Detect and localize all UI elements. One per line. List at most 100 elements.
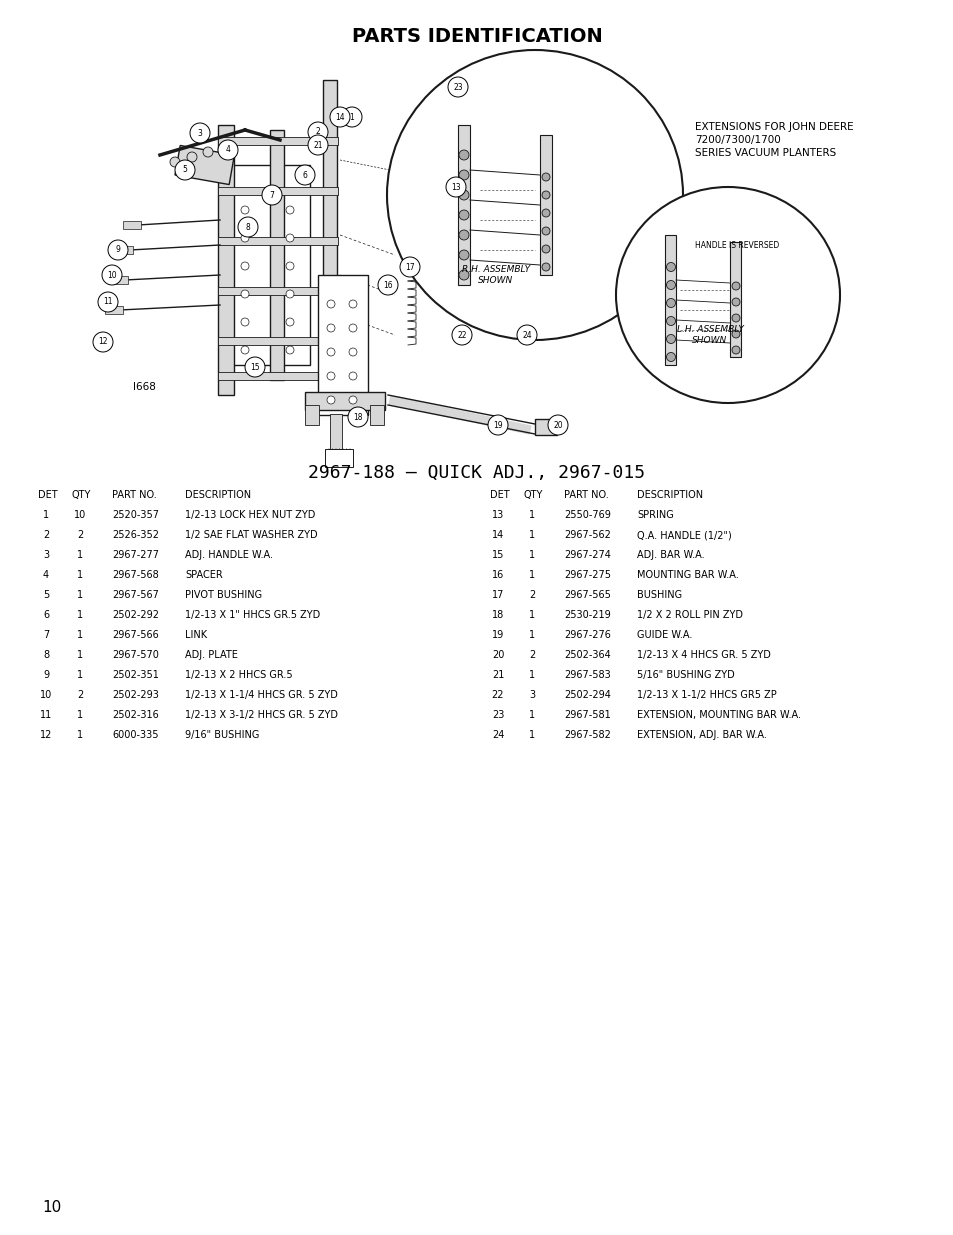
Text: 2967-277: 2967-277 [112, 550, 159, 559]
Text: 1: 1 [77, 630, 83, 640]
Bar [105, 306, 123, 314]
Text: 24: 24 [521, 331, 531, 340]
Text: 2967-565: 2967-565 [563, 590, 610, 600]
Text: LINK: LINK [185, 630, 207, 640]
Text: 2: 2 [528, 650, 535, 659]
Circle shape [98, 291, 118, 312]
Circle shape [308, 122, 328, 142]
Text: 2502-351: 2502-351 [112, 671, 159, 680]
Text: 20: 20 [492, 650, 503, 659]
Bar [305, 391, 385, 410]
Text: 2967-188 – QUICK ADJ., 2967-015: 2967-188 – QUICK ADJ., 2967-015 [308, 464, 645, 482]
Bar [123, 221, 141, 228]
Bar [230, 165, 310, 366]
Circle shape [349, 324, 356, 332]
Text: PARTS IDENTIFICATION: PARTS IDENTIFICATION [352, 27, 601, 47]
Text: 2530-219: 2530-219 [563, 610, 610, 620]
Text: 15: 15 [492, 550, 503, 559]
Text: ADJ. BAR W.A.: ADJ. BAR W.A. [637, 550, 704, 559]
Circle shape [541, 191, 550, 199]
Text: 2502-294: 2502-294 [563, 690, 610, 700]
Text: 21: 21 [492, 671, 503, 680]
Text: L.H. ASSEMBLY
SHOWN: L.H. ASSEMBLY SHOWN [676, 325, 742, 345]
Circle shape [666, 335, 675, 343]
Text: 18: 18 [492, 610, 503, 620]
Text: HANDLE IS REVERSED: HANDLE IS REVERSED [695, 241, 779, 249]
Circle shape [341, 107, 361, 127]
Text: 1/2-13 LOCK HEX NUT ZYD: 1/2-13 LOCK HEX NUT ZYD [185, 510, 315, 520]
Text: 2967-275: 2967-275 [563, 571, 610, 580]
Text: 1/2-13 X 2 HHCS GR.5: 1/2-13 X 2 HHCS GR.5 [185, 671, 293, 680]
Text: 2: 2 [43, 530, 49, 540]
Text: 2502-292: 2502-292 [112, 610, 159, 620]
Text: 1: 1 [77, 610, 83, 620]
Circle shape [666, 316, 675, 326]
Text: 1: 1 [77, 650, 83, 659]
Circle shape [541, 227, 550, 235]
Text: 9: 9 [43, 671, 49, 680]
Bar [110, 275, 128, 284]
Circle shape [241, 262, 249, 270]
Text: SPRING: SPRING [637, 510, 673, 520]
Circle shape [458, 170, 469, 180]
Text: 1: 1 [528, 730, 535, 740]
Circle shape [187, 152, 196, 162]
Text: 2967-276: 2967-276 [563, 630, 610, 640]
Circle shape [666, 263, 675, 272]
Text: 2550-769: 2550-769 [563, 510, 610, 520]
Text: 5: 5 [43, 590, 49, 600]
Circle shape [327, 300, 335, 308]
Text: 2520-357: 2520-357 [112, 510, 159, 520]
Text: 14: 14 [492, 530, 503, 540]
Circle shape [458, 249, 469, 261]
Text: 10: 10 [40, 690, 52, 700]
Circle shape [458, 149, 469, 161]
Circle shape [399, 257, 419, 277]
Text: 24: 24 [492, 730, 503, 740]
Text: 18: 18 [353, 412, 362, 421]
Text: 1: 1 [77, 730, 83, 740]
Bar [317, 275, 368, 415]
Text: 20: 20 [553, 420, 562, 430]
Circle shape [731, 282, 740, 290]
Text: 1: 1 [528, 510, 535, 520]
Circle shape [174, 161, 194, 180]
Text: 2502-364: 2502-364 [563, 650, 610, 659]
Circle shape [286, 233, 294, 242]
Ellipse shape [387, 49, 682, 340]
Text: 1/2-13 X 1-1/4 HHCS GR. 5 ZYD: 1/2-13 X 1-1/4 HHCS GR. 5 ZYD [185, 690, 337, 700]
Text: 22: 22 [456, 331, 466, 340]
Text: PART NO.: PART NO. [112, 490, 156, 500]
Bar [664, 235, 676, 366]
Bar [729, 242, 740, 357]
Circle shape [241, 290, 249, 298]
Circle shape [731, 298, 740, 306]
Circle shape [452, 325, 472, 345]
Text: MOUNTING BAR W.A.: MOUNTING BAR W.A. [637, 571, 738, 580]
Text: 1: 1 [349, 112, 354, 121]
Text: Q.A. HANDLE (1/2"): Q.A. HANDLE (1/2") [637, 530, 731, 540]
Bar [218, 125, 233, 395]
Bar [270, 130, 284, 380]
Text: 3: 3 [528, 690, 535, 700]
Circle shape [241, 346, 249, 354]
Circle shape [308, 135, 328, 156]
Bar [305, 405, 318, 425]
Text: 1: 1 [528, 571, 535, 580]
Ellipse shape [616, 186, 840, 403]
Text: 1/2-13 X 4 HHCS GR. 5 ZYD: 1/2-13 X 4 HHCS GR. 5 ZYD [637, 650, 770, 659]
Text: 11: 11 [40, 710, 52, 720]
Text: DESCRIPTION: DESCRIPTION [637, 490, 702, 500]
Circle shape [237, 217, 257, 237]
Text: 19: 19 [493, 420, 502, 430]
Text: DET: DET [490, 490, 509, 500]
Circle shape [731, 314, 740, 322]
Text: 1: 1 [528, 671, 535, 680]
Circle shape [294, 165, 314, 185]
Circle shape [203, 147, 213, 157]
Text: 13: 13 [492, 510, 503, 520]
Text: 2967-581: 2967-581 [563, 710, 610, 720]
Text: 1/2 SAE FLAT WASHER ZYD: 1/2 SAE FLAT WASHER ZYD [185, 530, 317, 540]
Circle shape [348, 408, 368, 427]
Circle shape [666, 299, 675, 308]
